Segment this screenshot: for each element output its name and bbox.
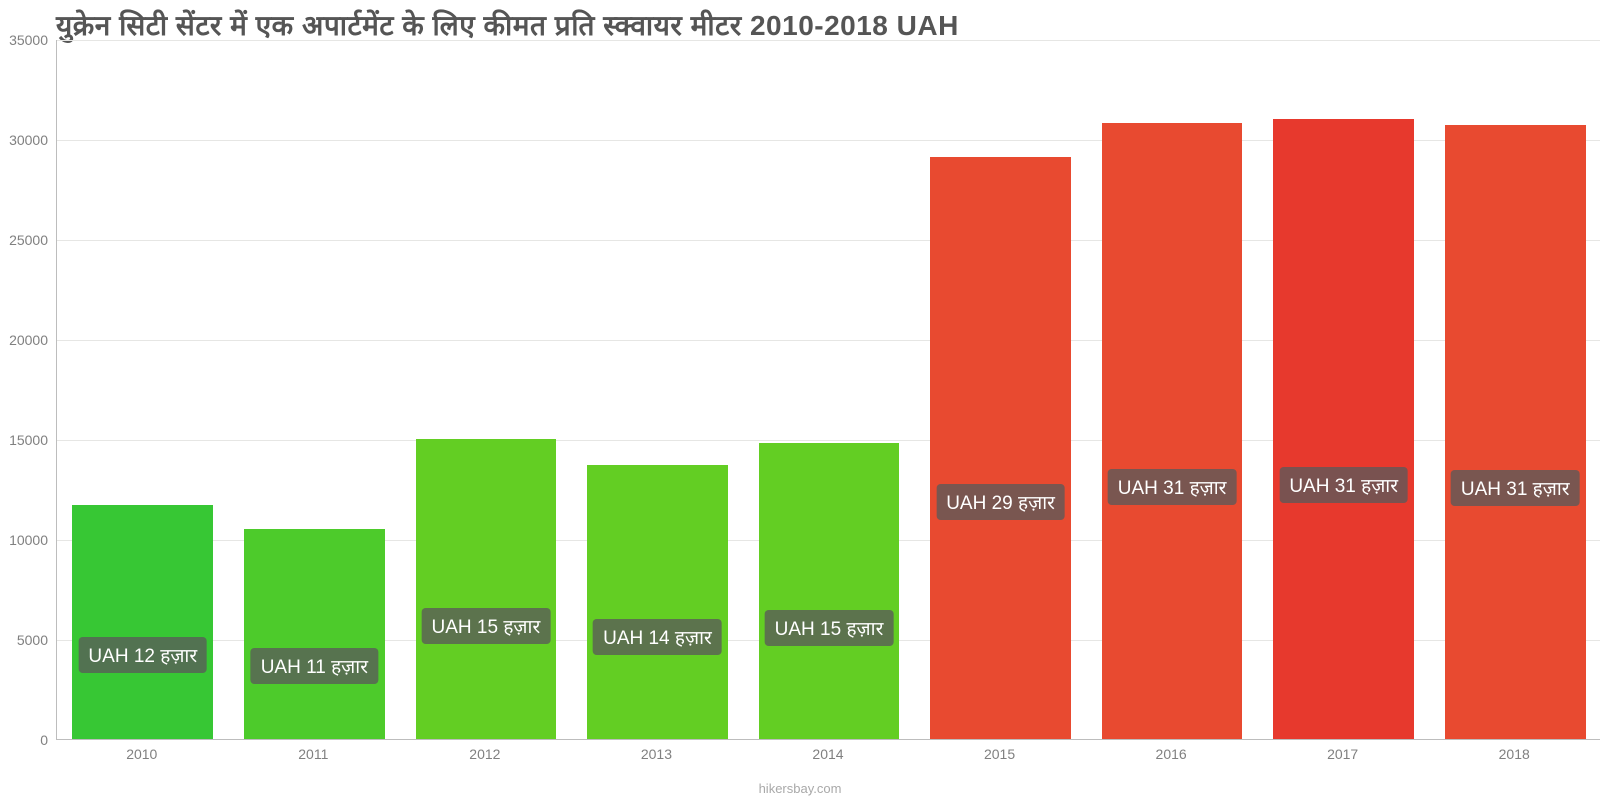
bar-value-label: UAH 12 हज़ार [78, 637, 207, 673]
xtick-label: 2010 [126, 746, 157, 762]
source-text: hikersbay.com [0, 781, 1600, 796]
chart-title: युक्रेन सिटी सेंटर में एक अपार्टमेंट के … [56, 6, 1580, 44]
bar-value-label: UAH 15 हज़ार [422, 608, 551, 644]
bar [1273, 119, 1414, 739]
bar-value-label: UAH 14 हज़ार [593, 619, 722, 655]
bar-value-label: UAH 29 हज़ार [936, 484, 1065, 520]
bar [930, 157, 1071, 739]
bar [416, 439, 557, 739]
xtick-label: 2013 [641, 746, 672, 762]
ytick-label: 35000 [0, 32, 48, 48]
xtick-label: 2016 [1156, 746, 1187, 762]
bar [587, 465, 728, 739]
xtick-label: 2012 [469, 746, 500, 762]
bar-value-label: UAH 31 हज़ार [1451, 470, 1580, 506]
bar [1445, 125, 1586, 739]
gridline [57, 40, 1600, 41]
bar [244, 529, 385, 739]
xtick-label: 2017 [1327, 746, 1358, 762]
bar-value-label: UAH 31 हज़ार [1279, 467, 1408, 503]
bar [72, 505, 213, 739]
ytick-label: 30000 [0, 132, 48, 148]
xtick-label: 2014 [812, 746, 843, 762]
ytick-label: 15000 [0, 432, 48, 448]
ytick-label: 5000 [0, 632, 48, 648]
bar-value-label: UAH 11 हज़ार [251, 648, 378, 684]
chart-container: युक्रेन सिटी सेंटर में एक अपार्टमेंट के … [0, 0, 1600, 800]
ytick-label: 0 [0, 732, 48, 748]
ytick-label: 20000 [0, 332, 48, 348]
xtick-label: 2018 [1499, 746, 1530, 762]
bar [1102, 123, 1243, 739]
xtick-label: 2011 [298, 746, 328, 762]
plot-area: UAH 12 हज़ार UAH 11 हज़ार UAH 15 हज़ार UAH … [56, 40, 1600, 740]
bar [759, 443, 900, 739]
bar-value-label: UAH 15 हज़ार [765, 610, 894, 646]
ytick-label: 25000 [0, 232, 48, 248]
bar-value-label: UAH 31 हज़ार [1108, 469, 1237, 505]
xtick-label: 2015 [984, 746, 1015, 762]
ytick-label: 10000 [0, 532, 48, 548]
